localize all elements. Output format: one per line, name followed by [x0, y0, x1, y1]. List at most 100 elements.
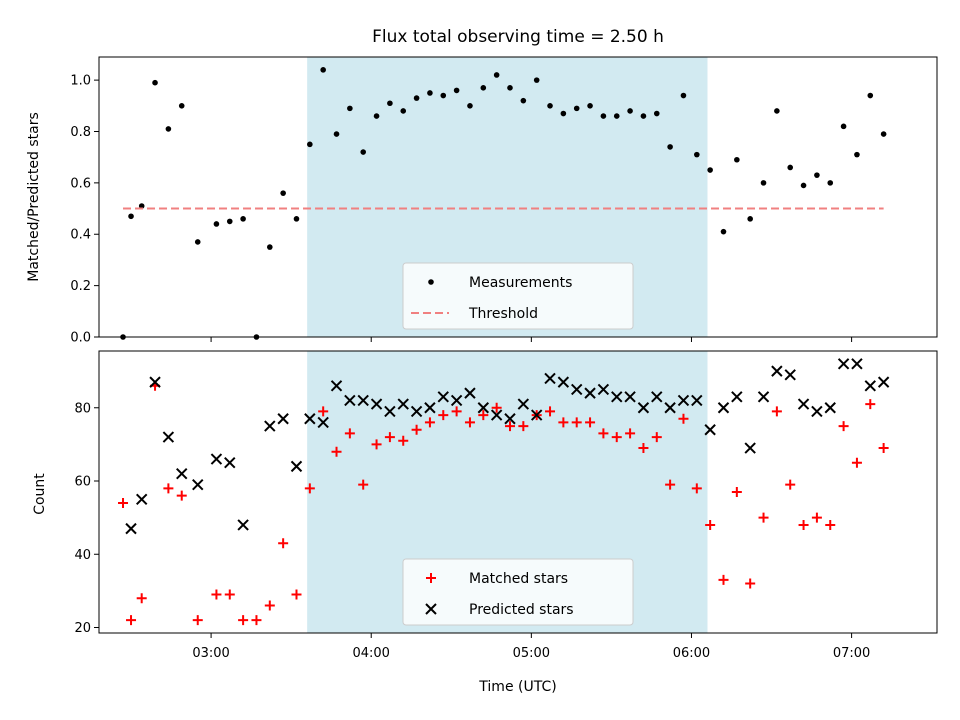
x-tick-label: 07:00 [833, 646, 870, 661]
measurement-point [680, 92, 687, 99]
matched-star-marker [811, 512, 822, 523]
predicted-star-marker [162, 431, 175, 443]
predicted-star-marker [344, 394, 356, 407]
matched-star-marker [358, 479, 369, 490]
matched-star-marker [518, 421, 529, 432]
predicted-star-marker [584, 387, 596, 399]
matched-star-marker [838, 421, 849, 432]
measurement-point [774, 108, 780, 114]
legend-label: Measurements [469, 275, 572, 291]
predicted-star-marker [664, 402, 676, 414]
matched-star-marker [438, 410, 449, 421]
predicted-star-marker [504, 413, 516, 425]
y-tick-label: 0.6 [70, 176, 91, 191]
matched-star-marker [745, 578, 756, 589]
predicted-star-marker [464, 387, 476, 399]
measurement-point [400, 108, 407, 114]
y-tick-label: 60 [74, 475, 91, 490]
ratio-panel: 0.0 0.2 0.4 0.6 0.8 1.0 Measurements Threshold [70, 56, 938, 346]
measurement-point [507, 85, 513, 91]
measurement-point [165, 126, 172, 132]
predicted-star-marker [490, 409, 503, 421]
y-tick-label: 20 [74, 621, 91, 636]
measurement-point [707, 167, 713, 173]
matched-star-marker [625, 428, 636, 439]
predicted-star-marker [784, 369, 796, 381]
predicted-star-marker [277, 413, 289, 425]
predicted-star-marker [176, 467, 188, 480]
predicted-star-marker [571, 383, 583, 396]
measurement-point [387, 100, 393, 107]
matched-star-marker [424, 417, 435, 428]
measurement-point [360, 149, 367, 155]
x-tick-label: 03:00 [192, 646, 229, 661]
measurement-point [613, 113, 620, 119]
y-tick-label: 0.4 [70, 228, 91, 243]
predicted-star-marker [530, 409, 543, 421]
predicted-star-marker [837, 358, 850, 370]
matched-star-marker [504, 421, 515, 432]
matched-star-marker [126, 615, 137, 626]
predicted-star-marker [717, 402, 730, 414]
matched-star-marker [651, 432, 662, 443]
chart-title: Flux total observing time = 2.50 h [372, 27, 664, 47]
measurement-point [467, 103, 473, 109]
measurement-point [694, 151, 700, 158]
measurement-point [333, 131, 340, 137]
measurement-point [240, 216, 246, 222]
measurement-point [787, 164, 794, 171]
measurement-point [560, 110, 567, 117]
measurement-point [128, 213, 134, 220]
measurement-point [453, 87, 460, 94]
matched-star-marker [163, 483, 174, 494]
predicted-star-marker [877, 376, 890, 388]
predicted-star-marker [304, 413, 316, 425]
measurement-point [440, 92, 447, 99]
measurement-point [347, 105, 353, 112]
matched-star-marker [691, 483, 702, 494]
x-tick-label: 04:00 [352, 646, 389, 661]
measurement-point [760, 180, 767, 186]
y-axis-label-bottom: Count [32, 473, 48, 515]
measurement-point [293, 216, 300, 222]
predicted-star-marker [797, 398, 810, 410]
predicted-star-marker [397, 398, 409, 410]
predicted-star-marker [135, 493, 148, 506]
predicted-star-marker [424, 402, 436, 414]
predicted-star-marker [597, 383, 610, 396]
count-panel: 20 40 60 80 03:00 04:00 05:00 06:00 07:00 Matched… [74, 350, 938, 661]
predicted-star-marker [637, 402, 650, 414]
matched-star-marker [411, 424, 422, 435]
predicted-star-marker [237, 519, 249, 531]
predicted-star-marker [691, 394, 703, 407]
measurement-point [267, 244, 273, 250]
matched-star-marker [318, 406, 329, 417]
matched-star-marker [211, 589, 222, 600]
predicted-star-marker [544, 372, 556, 385]
matched-star-marker [771, 406, 782, 417]
matched-star-marker [371, 439, 382, 450]
y-tick-label: 1.0 [70, 74, 91, 89]
matched-star-marker [545, 406, 556, 417]
matched-star-marker [851, 457, 862, 468]
matched-star-marker [278, 538, 289, 549]
predicted-star-marker [731, 391, 743, 403]
predicted-star-marker [624, 391, 636, 403]
matched-star-marker [398, 435, 409, 446]
matched-star-marker [611, 432, 622, 443]
predicted-star-marker [384, 405, 396, 418]
matched-star-marker [731, 487, 742, 497]
predicted-star-marker [370, 398, 383, 410]
matched-star-marker [785, 479, 796, 490]
legend-label: Threshold [468, 306, 538, 322]
x-tick-label: 06:00 [673, 646, 710, 661]
legend: Matched stars Predicted stars [402, 558, 634, 626]
measurement-point [653, 110, 660, 117]
matched-star-marker [331, 446, 342, 457]
measurement-point [280, 190, 286, 196]
predicted-star-marker [851, 358, 863, 370]
matched-star-marker [451, 406, 462, 417]
axes-frame [98, 350, 938, 634]
measurement-point [307, 141, 313, 148]
matched-star-marker [251, 615, 262, 626]
